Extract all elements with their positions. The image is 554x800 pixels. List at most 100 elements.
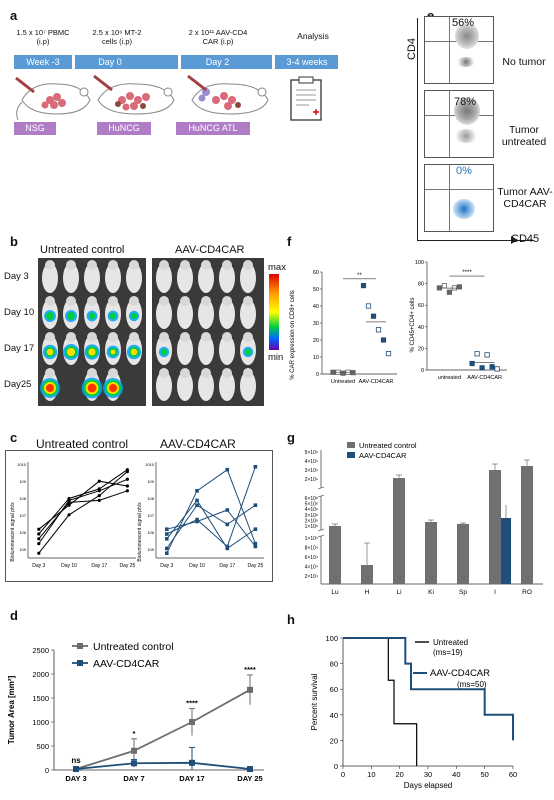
timeline-sep-2	[178, 55, 181, 69]
kinetics-series-3	[166, 468, 256, 554]
flow-x-axis	[417, 240, 534, 241]
model-nsg: NSG	[14, 122, 56, 135]
timeline-day0: Day 0	[90, 55, 130, 69]
flow-arrow-head	[511, 236, 518, 244]
mouse-image-4	[126, 260, 142, 293]
kinetics-series-0	[166, 466, 256, 548]
g-bar-untreated-Ki	[425, 522, 437, 584]
g-ytick: 4×10⁴	[305, 565, 318, 571]
kinetics-ytick: 109	[19, 479, 26, 484]
analysis-label: Analysis	[297, 31, 329, 41]
pbmc-dose-label: 1.5 x 10⁷ PBMC (i.p)	[16, 28, 70, 46]
g-ytick: 2×10⁹	[305, 477, 318, 483]
d-sig-label: *	[133, 729, 136, 738]
huncg-mouse-illustration	[93, 74, 175, 115]
kinetics-point	[225, 544, 230, 549]
panel-label-e: e	[427, 8, 434, 23]
mouse-image-0	[42, 260, 58, 293]
h-legend-untreated-note: (ms=19)	[433, 648, 463, 657]
g-legend-swatch-untreated	[347, 442, 355, 448]
d-point-untreated	[189, 719, 195, 725]
kinetics-point	[165, 532, 169, 536]
timeline-sep-1	[72, 55, 75, 69]
mouse-image-35	[198, 368, 214, 401]
h-ytick: 80	[330, 660, 338, 669]
mt2-dose-label: 2.5 x 10⁶ MT-2 cells (i.p)	[92, 28, 142, 46]
flow-xlabel-cd45: CD45	[511, 233, 540, 245]
mouse-image-24	[126, 332, 142, 365]
mouse-image-28	[219, 332, 235, 365]
f-left-ylabel: % CAR expression on CD8+ cells	[290, 290, 296, 380]
kinetics-point	[37, 542, 41, 546]
f-xtick: untreated	[438, 375, 461, 381]
kinetics-plots: Bioluminescent signal ph/s Bioluminescen…	[10, 462, 264, 569]
h-legend-aav-note: (ms=50)	[457, 680, 487, 689]
g-xtick: Ki	[428, 589, 434, 596]
g-xtick: RO	[522, 589, 532, 596]
panel-label-h: h	[287, 612, 295, 627]
flow-plot-no-tumor	[424, 16, 494, 84]
d-sig-label: ns	[71, 756, 81, 765]
mouse-image-31	[81, 368, 103, 401]
h-xlabel: Days elapsed	[404, 781, 452, 790]
kinetics-point	[37, 527, 41, 531]
mouse-image-34	[177, 368, 193, 401]
imaging-day-17: Day 17	[4, 343, 35, 354]
imaging-title-untreated: Untreated control	[40, 244, 125, 256]
f-ytick: 40	[313, 304, 319, 310]
d-point-untreated	[131, 747, 137, 754]
f-point	[441, 283, 447, 289]
h-xtick: 50	[480, 770, 488, 779]
d-point-aav	[247, 766, 253, 773]
g-legend-aav: AAV-CD4CAR	[359, 451, 407, 460]
g-xtick: Sp	[459, 589, 467, 596]
flow-pct-tumor-untreated: 78%	[454, 96, 477, 108]
f-sig-label: **	[357, 273, 362, 279]
flow-label-tumor-untreated-text: Tumor untreated	[501, 124, 547, 148]
f-ytick: 30	[313, 321, 319, 327]
d-ytick: 500	[36, 742, 49, 751]
imaging-title-aav: AAV-CD4CAR	[175, 244, 245, 256]
kinetics-point	[97, 489, 101, 493]
kinetics-point	[165, 546, 169, 551]
h-xtick: 0	[341, 770, 345, 779]
mouse-image-27	[198, 332, 214, 365]
flow-label-no-tumor: No tumor	[502, 56, 546, 68]
mouse-image-6	[177, 260, 193, 293]
kinetics-ytick: 109	[147, 479, 154, 484]
f-point	[494, 366, 500, 372]
kinetics-point	[125, 489, 129, 493]
g-ytick: 6×10⁴	[305, 555, 318, 561]
kinetics-point	[125, 477, 129, 481]
mouse-image-8	[219, 260, 235, 293]
h-xtick: 60	[509, 770, 517, 779]
mouse-image-23	[105, 332, 121, 365]
f-xtick: AAV-CD4CAR	[359, 379, 394, 385]
d-legend-marker-untreated	[77, 643, 83, 649]
f-ytick: 40	[418, 325, 424, 331]
bioluminescence-images	[38, 258, 264, 406]
kinetics-xtick: Day 17	[91, 563, 107, 569]
g-ytick: 4×10⁸	[305, 507, 318, 513]
f-ytick: 20	[418, 346, 424, 352]
organ-infiltration-chart: 5×10⁹ 4×10⁹ 3×10⁹ 2×10⁹ 6×10⁸5×10⁸4×10⁸3×10⁸…	[305, 441, 543, 596]
kinetics-ytick: 108	[19, 496, 26, 501]
g-bar-untreated-H	[361, 565, 373, 584]
kinetics-point	[253, 465, 258, 469]
h-ytick: 0	[334, 762, 338, 771]
f-point	[375, 327, 382, 333]
mouse-image-33	[156, 368, 172, 401]
d-point-aav	[73, 766, 79, 773]
kinetics-series-4	[166, 509, 256, 547]
g-xtick: H	[365, 589, 370, 596]
g-ytick: 3×10⁹	[305, 468, 318, 474]
panel-label-b: b	[10, 234, 18, 249]
f-point	[446, 289, 452, 295]
g-bar-untreated-Sp	[457, 524, 469, 584]
mouse-image-12	[84, 296, 100, 329]
g-legend-untreated: Untreated control	[359, 441, 417, 450]
aav-dose-label: 2 x 10¹¹ AAV-CD4 CAR (i.p)	[188, 28, 248, 46]
panel-f-plots: % CAR expression on CD8+ cells % CD45+CD…	[290, 260, 507, 385]
panel-label-a: a	[10, 8, 18, 23]
kinetics-ytick: 105	[19, 547, 26, 552]
